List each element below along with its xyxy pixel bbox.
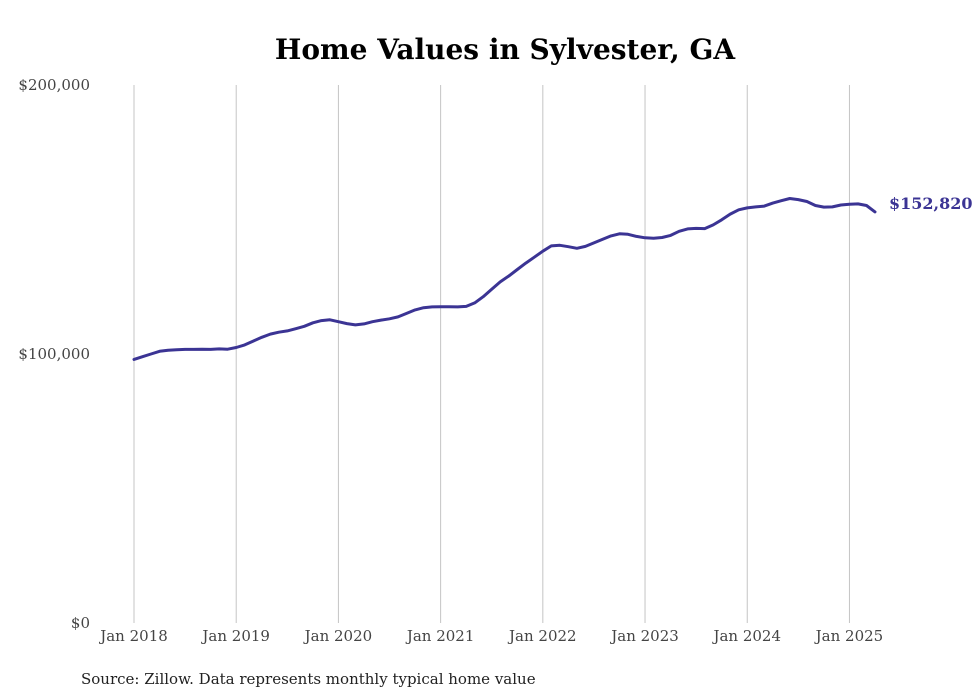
chart-title: Home Values in Sylvester, GA — [275, 33, 737, 66]
x-tick-label: Jan 2022 — [507, 627, 577, 645]
y-tick-label: $200,000 — [18, 76, 90, 94]
end-value-label: $152,820 — [889, 194, 973, 213]
x-tick-label: Jan 2018 — [98, 627, 168, 645]
source-note: Source: Zillow. Data represents monthly … — [81, 670, 536, 688]
y-tick-label: $100,000 — [18, 345, 90, 363]
x-tick-label: Jan 2025 — [814, 627, 884, 645]
x-tick-label: Jan 2019 — [200, 627, 270, 645]
x-tick-label: Jan 2021 — [405, 627, 475, 645]
x-tick-label: Jan 2020 — [303, 627, 373, 645]
x-tick-label: Jan 2024 — [711, 627, 781, 645]
y-tick-label: $0 — [71, 614, 90, 632]
y-axis: $0 $100,000 $200,000 — [18, 76, 90, 632]
x-axis: Jan 2018 Jan 2019 Jan 2020 Jan 2021 Jan 2022… — [98, 627, 883, 645]
series-line — [132, 197, 877, 361]
x-tick-label: Jan 2023 — [609, 627, 679, 645]
grid — [133, 85, 850, 623]
